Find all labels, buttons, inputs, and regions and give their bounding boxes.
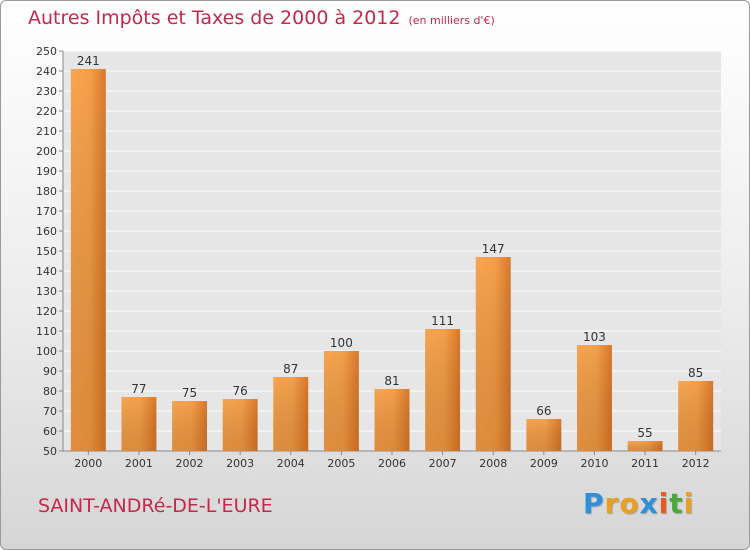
x-tick-label: 2012 <box>682 457 710 470</box>
x-tick-label: 2002 <box>176 457 204 470</box>
commune-name: SAINT-ANDRé-DE-L'EURE <box>38 495 273 517</box>
proxiti-logo: Proxiti <box>583 487 694 520</box>
data-label: 241 <box>77 54 100 68</box>
x-tick-label: 2009 <box>530 457 558 470</box>
bar-shade <box>627 441 663 451</box>
data-label: 100 <box>330 336 353 350</box>
y-tick-label: 130 <box>36 285 57 298</box>
y-tick-label: 150 <box>36 245 57 258</box>
y-tick-label: 140 <box>36 265 57 278</box>
x-tick-label: 2010 <box>580 457 608 470</box>
data-label: 75 <box>182 386 197 400</box>
x-tick-label: 2000 <box>74 457 102 470</box>
logo-letter: o <box>619 487 640 520</box>
logo-letter: r <box>604 487 620 520</box>
y-tick-label: 50 <box>43 445 57 458</box>
bar-shade <box>425 329 461 451</box>
data-label: 81 <box>384 374 399 388</box>
bar-shade <box>475 257 511 451</box>
data-label: 55 <box>637 426 652 440</box>
logo-letter: t <box>669 487 684 520</box>
data-label: 87 <box>283 362 298 376</box>
x-tick-label: 2004 <box>277 457 305 470</box>
data-label: 85 <box>688 366 703 380</box>
y-tick-label: 110 <box>36 325 57 338</box>
y-tick-label: 210 <box>36 125 57 138</box>
logo-letter: x <box>639 487 659 520</box>
y-tick-label: 250 <box>36 45 57 58</box>
y-tick-label: 160 <box>36 225 57 238</box>
y-tick-label: 190 <box>36 165 57 178</box>
bar-shade <box>323 351 359 451</box>
data-label: 111 <box>431 314 454 328</box>
y-tick-label: 70 <box>43 405 57 418</box>
y-tick-label: 180 <box>36 185 57 198</box>
data-label: 76 <box>233 384 248 398</box>
bar-shade <box>222 399 258 451</box>
logo-letter: P <box>583 487 605 520</box>
data-label: 77 <box>131 382 146 396</box>
x-tick-label: 2007 <box>429 457 457 470</box>
y-tick-label: 80 <box>43 385 57 398</box>
data-label: 66 <box>536 404 551 418</box>
bar-shade <box>172 401 208 451</box>
logo-letter: i <box>658 487 670 520</box>
x-tick-label: 2006 <box>378 457 406 470</box>
bar-shade <box>374 389 410 451</box>
x-tick-label: 2003 <box>226 457 254 470</box>
y-tick-label: 240 <box>36 65 57 78</box>
y-tick-label: 220 <box>36 105 57 118</box>
bar-shade <box>121 397 157 451</box>
bar-shade <box>678 381 714 451</box>
data-label: 103 <box>583 330 606 344</box>
y-tick-label: 100 <box>36 345 57 358</box>
data-label: 147 <box>482 242 505 256</box>
bar-shade <box>70 69 106 451</box>
chart-subtitle: (en milliers d'€) <box>408 14 495 27</box>
bar-shade <box>576 345 612 451</box>
x-tick-label: 2011 <box>631 457 659 470</box>
y-tick-label: 120 <box>36 305 57 318</box>
logo-letter: i <box>683 487 695 520</box>
x-tick-label: 2001 <box>125 457 153 470</box>
chart-title-main: Autres Impôts et Taxes de 2000 à 2012 <box>28 7 401 29</box>
chart-title: Autres Impôts et Taxes de 2000 à 2012 (en… <box>28 7 495 29</box>
x-tick-label: 2008 <box>479 457 507 470</box>
x-tick-label: 2005 <box>327 457 355 470</box>
y-tick-label: 230 <box>36 85 57 98</box>
y-tick-label: 90 <box>43 365 57 378</box>
y-tick-label: 170 <box>36 205 57 218</box>
y-tick-label: 60 <box>43 425 57 438</box>
bar-shade <box>526 419 562 451</box>
y-tick-label: 200 <box>36 145 57 158</box>
bar-shade <box>273 377 309 451</box>
